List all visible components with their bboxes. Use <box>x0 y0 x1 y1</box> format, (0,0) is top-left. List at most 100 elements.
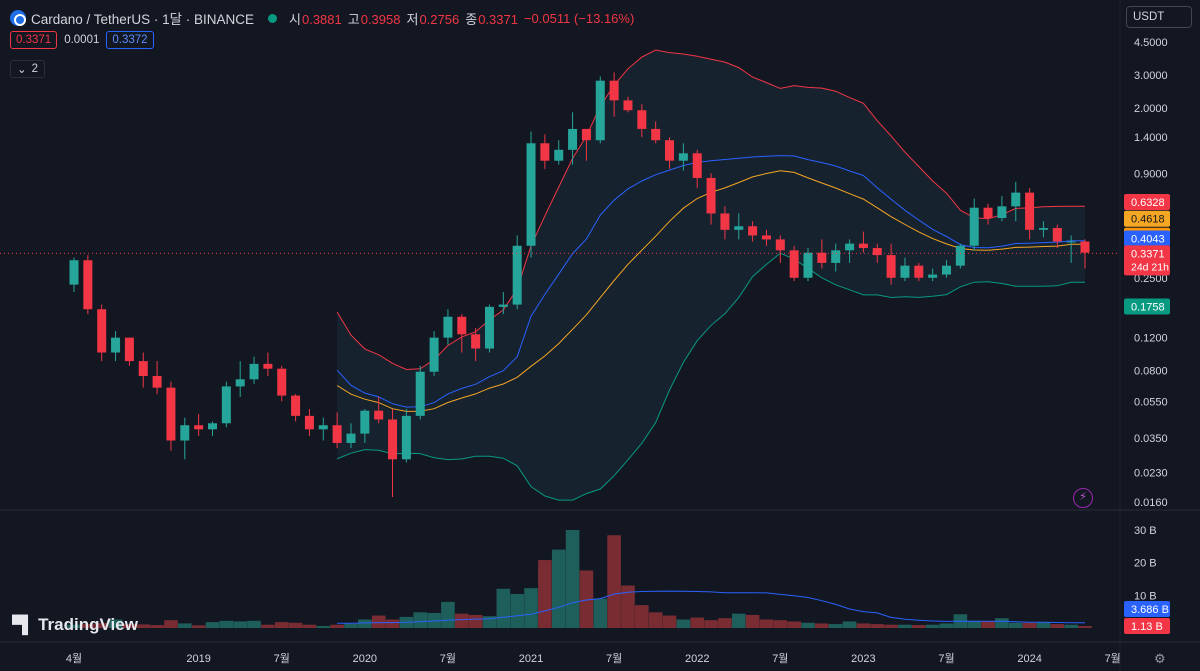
volume-bar <box>801 622 815 628</box>
candle-body <box>277 368 287 396</box>
volume-badge-bg <box>1124 618 1170 634</box>
settings-icon[interactable]: ⚙ <box>1154 651 1166 666</box>
candle-body <box>900 265 910 278</box>
candle <box>498 291 508 315</box>
candle <box>831 243 841 272</box>
candle-body <box>706 177 716 214</box>
symbol-header[interactable]: Cardano / TetherUS · 1달 · BINANCE 시0.388… <box>10 8 640 28</box>
ohlc-key: 저 <box>406 11 419 27</box>
price-tick-label: 0.0550 <box>1134 396 1168 408</box>
price-badge-text: 0.6328 <box>1131 197 1165 209</box>
candle <box>318 417 328 441</box>
volume-bar <box>122 624 137 628</box>
candle-body <box>775 239 785 251</box>
candle-body <box>789 250 799 278</box>
volume-tick-label: 20 B <box>1134 558 1157 570</box>
candle <box>678 143 688 171</box>
volume-bar <box>510 594 524 628</box>
candle-body <box>360 410 370 434</box>
candle-body <box>111 337 121 353</box>
volume-bar <box>1022 622 1037 628</box>
candle <box>789 245 799 282</box>
market-status-icon <box>268 13 278 23</box>
candle <box>1080 239 1090 269</box>
candle <box>942 260 952 278</box>
candle <box>457 314 467 353</box>
price-tick-label: 0.0160 <box>1134 497 1168 509</box>
candle-body <box>457 316 467 335</box>
candle-body <box>581 128 591 141</box>
volume-bar <box>1064 624 1078 628</box>
bolt-icon[interactable]: ⚡ <box>1073 488 1093 508</box>
candle <box>706 173 716 225</box>
candle <box>623 96 633 113</box>
cardano-logo-icon <box>10 10 26 26</box>
candle-body <box>845 243 855 251</box>
volume-bar <box>828 624 843 628</box>
candle <box>568 112 578 165</box>
candle-body <box>1080 241 1090 253</box>
candle <box>637 104 647 138</box>
volume-bar <box>316 626 331 628</box>
candle <box>997 196 1007 222</box>
candle <box>692 149 702 189</box>
candle <box>900 257 910 282</box>
volume-bar <box>538 560 552 628</box>
candle <box>872 243 882 263</box>
volume-bar <box>565 530 580 628</box>
candle <box>263 352 273 376</box>
symbol-title[interactable]: Cardano / TetherUS · 1달 · BINANCE <box>31 12 255 27</box>
volume-bar <box>759 619 774 628</box>
candle-body <box>374 410 384 420</box>
volume-bar <box>482 616 497 628</box>
indicators-toggle-button[interactable]: ⌄ 2 <box>10 60 46 78</box>
candle-body <box>97 309 107 353</box>
volume-bar <box>371 615 386 628</box>
time-tick-label: 2019 <box>186 653 210 665</box>
price-badge-bg <box>1124 230 1170 247</box>
candle-body <box>401 415 411 460</box>
candle-body <box>720 213 730 230</box>
candle-body <box>1038 228 1048 230</box>
candle-body <box>152 375 162 388</box>
candle <box>955 243 965 269</box>
volume-bar <box>842 621 857 628</box>
candle <box>471 328 481 362</box>
candle <box>969 198 979 251</box>
candle <box>484 304 494 353</box>
volume-bar <box>468 614 483 628</box>
volume-bar <box>662 615 677 628</box>
volume-bar <box>621 585 635 628</box>
volume-bar <box>330 624 344 628</box>
candle-body <box>346 433 356 443</box>
price-badge-text: 0.1758 <box>1131 301 1165 313</box>
candle-body <box>124 337 134 362</box>
ohlc-values: 시0.3881 고0.3958 저0.2756 종0.3371 <box>289 9 524 28</box>
volume-badge-text: 3.686 B <box>1131 604 1169 616</box>
countdown-text: 24d 21h <box>1131 261 1169 273</box>
price-tick-label: 0.0350 <box>1134 433 1168 445</box>
currency-button[interactable]: USDT <box>1126 6 1192 28</box>
time-tick-label: 7월 <box>606 652 622 665</box>
candle <box>374 396 384 424</box>
candle-body <box>166 387 176 441</box>
candle-body <box>221 386 231 424</box>
price-tick-label: 0.0230 <box>1134 467 1168 479</box>
candle-body <box>651 128 661 141</box>
sell-price-button[interactable]: 0.3371 <box>10 31 58 49</box>
candle <box>194 414 204 436</box>
volume-bar <box>108 619 123 628</box>
buy-price-button[interactable]: 0.3372 <box>106 31 154 49</box>
volume-bar <box>454 613 469 628</box>
volume-bar <box>441 601 455 628</box>
price-tick-label: 0.1200 <box>1134 333 1168 345</box>
candle <box>817 239 827 269</box>
candle-body <box>1052 228 1062 242</box>
volume-badge: 1.13 B <box>1124 618 1170 634</box>
candle-body <box>872 248 882 256</box>
band-fill <box>337 50 1086 501</box>
tradingview-watermark[interactable]: ▀▌ TradingView <box>12 615 138 635</box>
candle-body <box>1066 241 1076 243</box>
